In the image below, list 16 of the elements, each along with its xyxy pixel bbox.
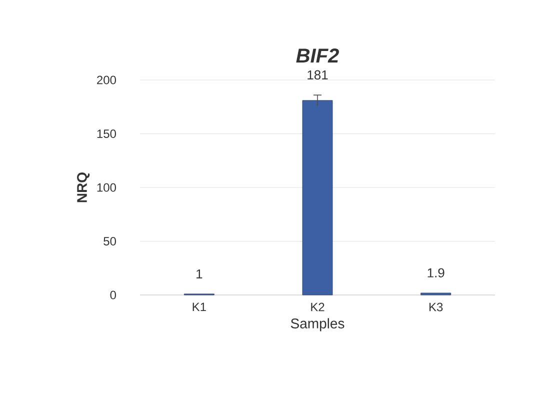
data-label: 1.9	[428, 268, 444, 278]
x-tick-label: K1	[192, 302, 206, 312]
x-tick-label: K2	[311, 302, 324, 312]
y-tick-label: 150	[97, 130, 116, 138]
y-axis-title: NRQ	[77, 172, 90, 202]
y-tick-label: 50	[104, 237, 116, 246]
data-label: 1	[196, 269, 202, 278]
y-tick-label: 0	[110, 290, 116, 300]
data-label: 181	[308, 70, 328, 80]
bar	[302, 100, 333, 296]
y-tick-label: 100	[97, 183, 116, 192]
bar	[420, 292, 452, 296]
y-tick-label: 200	[97, 76, 116, 84]
chart-title: BIF2	[296, 48, 339, 62]
x-axis-title: Samples	[290, 318, 344, 332]
x-tick-label: K3	[429, 302, 443, 312]
